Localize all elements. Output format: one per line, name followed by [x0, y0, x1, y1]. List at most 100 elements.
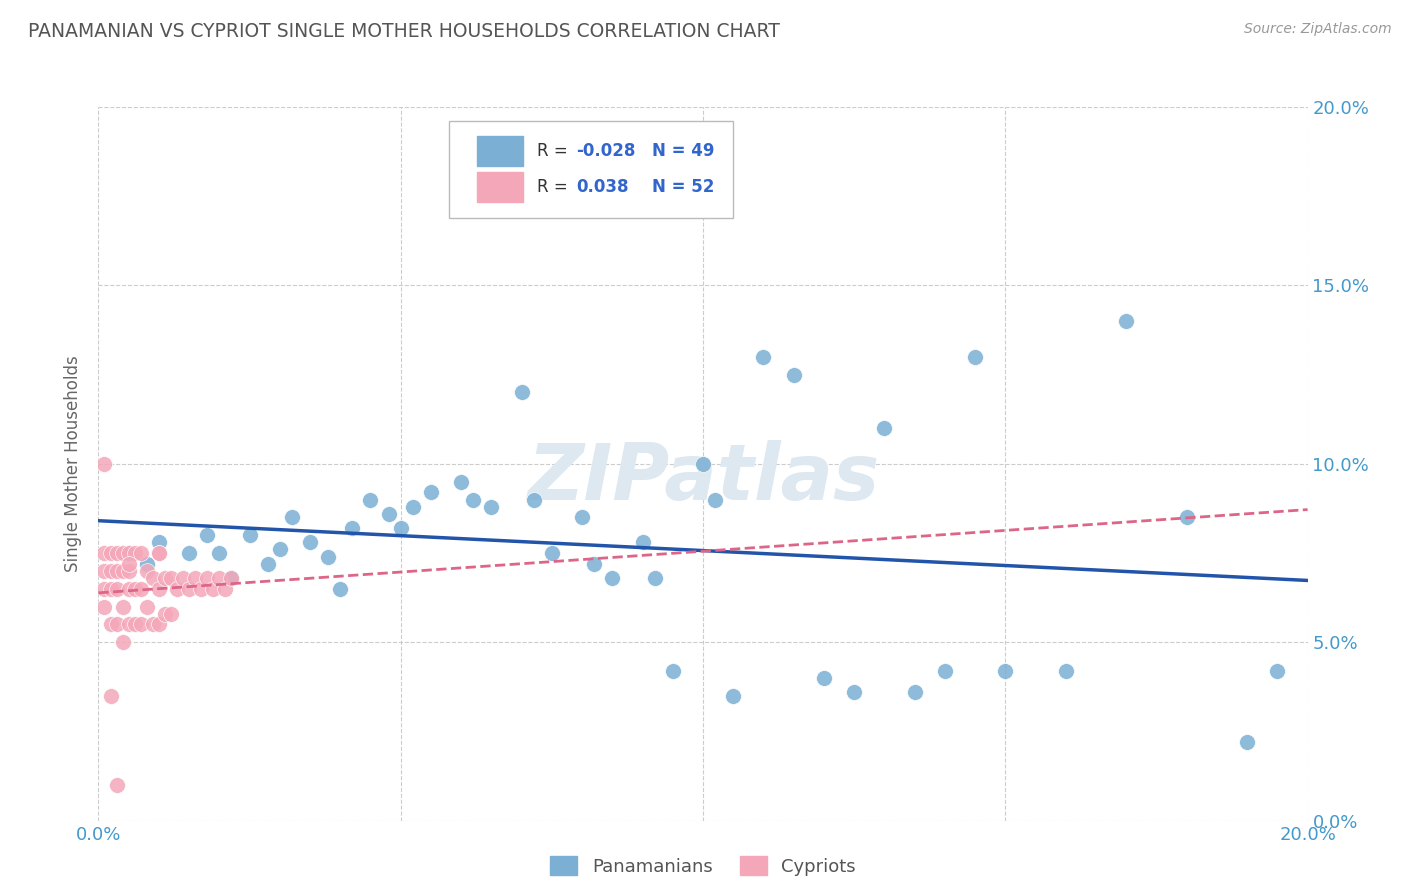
Point — [221, 571, 243, 585]
Point — [994, 664, 1017, 678]
Point — [934, 664, 956, 678]
Point — [662, 664, 685, 678]
Point — [142, 617, 165, 632]
Point — [510, 385, 533, 400]
Point — [571, 510, 593, 524]
Point — [1054, 664, 1077, 678]
Point — [1267, 664, 1289, 678]
Point — [202, 582, 225, 596]
Point — [124, 617, 146, 632]
Point — [195, 528, 218, 542]
Point — [118, 617, 141, 632]
Point — [523, 492, 546, 507]
Point — [481, 500, 503, 514]
Point — [148, 546, 170, 560]
Point — [100, 689, 122, 703]
Point — [118, 557, 141, 571]
Point — [118, 546, 141, 560]
Point — [402, 500, 425, 514]
Point — [160, 607, 183, 621]
Point — [93, 546, 115, 560]
Point — [129, 582, 152, 596]
Bar — [477, 136, 523, 166]
Point — [844, 685, 866, 699]
Text: R =: R = — [537, 178, 574, 196]
Point — [360, 492, 382, 507]
Point — [389, 521, 412, 535]
Point — [179, 582, 201, 596]
Text: N = 49: N = 49 — [652, 143, 714, 161]
Point — [124, 582, 146, 596]
Text: Source: ZipAtlas.com: Source: ZipAtlas.com — [1244, 22, 1392, 37]
Point — [221, 571, 243, 585]
Point — [281, 510, 304, 524]
Point — [105, 564, 128, 578]
Legend: Panamanians, Cypriots: Panamanians, Cypriots — [543, 849, 863, 883]
Text: 0.038: 0.038 — [576, 178, 628, 196]
Point — [105, 778, 128, 792]
Point — [93, 582, 115, 596]
Text: N = 52: N = 52 — [652, 178, 714, 196]
Point — [135, 599, 157, 614]
Point — [208, 546, 231, 560]
Point — [904, 685, 927, 699]
Point — [105, 546, 128, 560]
Point — [269, 542, 291, 557]
Point — [1175, 510, 1198, 524]
Point — [239, 528, 262, 542]
Point — [208, 571, 231, 585]
Point — [420, 485, 443, 500]
Text: R =: R = — [537, 143, 574, 161]
Point — [118, 546, 141, 560]
Point — [179, 546, 201, 560]
FancyBboxPatch shape — [449, 121, 734, 218]
Point — [148, 582, 170, 596]
Point — [195, 571, 218, 585]
Point — [111, 599, 134, 614]
Point — [160, 571, 183, 585]
Point — [873, 421, 896, 435]
Bar — [477, 172, 523, 202]
Point — [142, 571, 165, 585]
Point — [100, 546, 122, 560]
Point — [100, 564, 122, 578]
Point — [135, 564, 157, 578]
Point — [135, 557, 157, 571]
Point — [148, 535, 170, 549]
Point — [153, 607, 176, 621]
Point — [148, 617, 170, 632]
Point — [256, 557, 278, 571]
Point — [93, 564, 115, 578]
Point — [602, 571, 624, 585]
Text: -0.028: -0.028 — [576, 143, 636, 161]
Text: PANAMANIAN VS CYPRIOT SINGLE MOTHER HOUSEHOLDS CORRELATION CHART: PANAMANIAN VS CYPRIOT SINGLE MOTHER HOUS… — [28, 22, 780, 41]
Point — [148, 546, 170, 560]
Point — [692, 457, 714, 471]
Point — [100, 617, 122, 632]
Point — [723, 689, 745, 703]
Point — [783, 368, 806, 382]
Point — [129, 617, 152, 632]
Point — [463, 492, 485, 507]
Point — [153, 571, 176, 585]
Point — [129, 546, 152, 560]
Point — [93, 457, 115, 471]
Point — [166, 582, 188, 596]
Y-axis label: Single Mother Households: Single Mother Households — [65, 356, 83, 572]
Point — [111, 635, 134, 649]
Point — [93, 599, 115, 614]
Point — [111, 564, 134, 578]
Point — [813, 671, 835, 685]
Point — [100, 582, 122, 596]
Point — [752, 350, 775, 364]
Point — [450, 475, 472, 489]
Point — [124, 546, 146, 560]
Point — [631, 535, 654, 549]
Point — [644, 571, 666, 585]
Point — [105, 582, 128, 596]
Point — [299, 535, 322, 549]
Point — [111, 546, 134, 560]
Point — [342, 521, 364, 535]
Point — [583, 557, 606, 571]
Point — [704, 492, 727, 507]
